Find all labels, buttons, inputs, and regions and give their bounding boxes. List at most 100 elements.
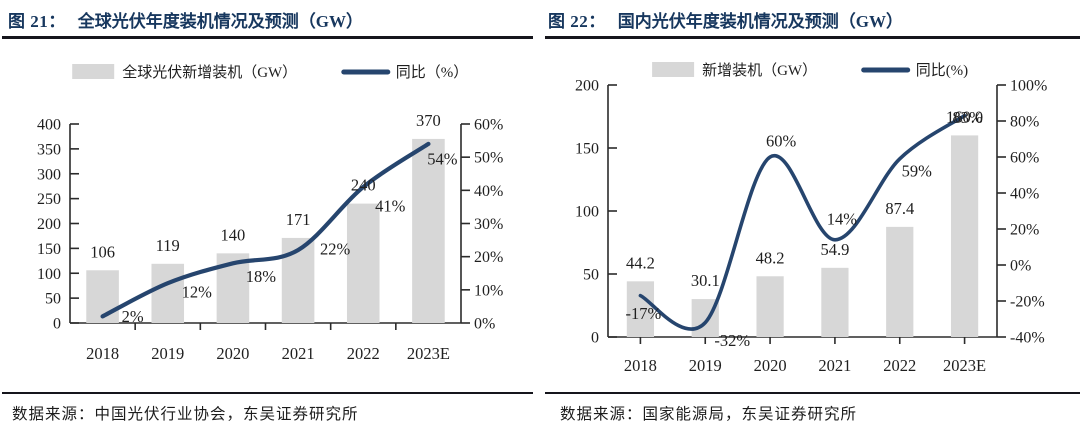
svg-text:0: 0 [591,330,599,347]
legend-line-label: 同比（%） [396,64,469,81]
svg-text:119: 119 [156,236,180,255]
bar [886,226,914,337]
legend-line-label: 同比(%) [916,62,969,79]
svg-text:50: 50 [45,291,61,308]
right-axis: 0% 10% 20% 30% 40% 50% 60% [460,117,503,333]
svg-text:2018: 2018 [624,356,657,375]
svg-text:2022: 2022 [883,356,916,375]
title-divider [545,36,1080,39]
svg-text:87.4: 87.4 [885,199,914,218]
figure-title-text: 全球光伏年度装机情况及预测（GW） [77,12,363,31]
svg-text:250: 250 [37,191,61,208]
svg-text:-40%: -40% [1010,330,1045,347]
svg-text:54%: 54% [427,149,458,168]
svg-text:30.1: 30.1 [691,271,720,290]
svg-text:83%: 83% [952,108,983,127]
left-axis: 0 50 100 150 200 [575,78,617,347]
legend-bar-swatch [72,64,115,79]
svg-text:0: 0 [53,316,61,333]
bar-value-labels: 106 119 140 171 240 370 [90,111,441,261]
svg-text:100%: 100% [1010,78,1047,95]
legend: 全球光伏新增装机（GW） 同比（%） [72,63,468,81]
svg-text:-20%: -20% [1010,294,1045,311]
title-divider [2,36,533,39]
svg-text:0%: 0% [474,316,495,333]
bar [151,263,185,323]
bar [346,203,380,323]
svg-text:22%: 22% [320,240,351,259]
x-axis: 2018 2019 2020 2021 2022 2023E [70,322,461,363]
bar [412,138,445,323]
right-axis: -40% -20% 0% 20% 40% 60% 80% 100% [996,78,1047,347]
legend-bar-swatch [652,62,695,77]
svg-text:40%: 40% [1010,186,1039,203]
svg-text:50%: 50% [474,150,503,167]
svg-text:30%: 30% [474,216,503,233]
svg-text:40%: 40% [474,183,503,200]
data-source: 数据来源：中国光伏行业协会，东吴证券研究所 [12,406,359,423]
bar [756,276,784,337]
bar [821,267,849,337]
svg-text:2021: 2021 [818,356,851,375]
svg-text:160.0: 160.0 [946,107,983,126]
svg-text:54.9: 54.9 [820,240,849,259]
legend: 新增装机（GW） 同比(%) [652,62,968,79]
svg-text:2021: 2021 [282,344,315,363]
svg-text:59%: 59% [902,161,933,180]
data-source: 数据来源：国家能源局，东吴证券研究所 [560,406,858,423]
svg-text:240: 240 [351,176,376,195]
svg-text:-17%: -17% [626,304,662,323]
svg-text:2022: 2022 [347,344,380,363]
svg-text:2023E: 2023E [407,344,450,363]
svg-text:18%: 18% [246,267,277,286]
global-pv-installation-chart: 全球光伏新增装机（GW） 同比（%） 0 50 100 150 200 250 300 350 40… [37,63,503,363]
legend-bar-label: 新增装机（GW） [702,62,817,79]
bar [950,135,979,337]
left-axis: 0 50 100 150 200 250 300 350 400 [37,117,79,333]
svg-text:350: 350 [37,141,61,158]
x-axis: 2018 2019 2020 2021 2022 2023E [608,336,997,375]
line-series [100,141,431,319]
svg-text:20%: 20% [474,249,503,266]
svg-text:80%: 80% [1010,114,1039,131]
source-divider [545,392,1080,394]
bar [626,281,655,337]
svg-text:400: 400 [37,117,61,134]
china-pv-installation-chart: 新增装机（GW） 同比(%) 0 50 100 150 200 -40% -20% 0% 20% 40… [575,62,1047,375]
svg-text:370: 370 [416,111,441,130]
svg-text:2023E: 2023E [943,356,986,375]
svg-text:48.2: 48.2 [756,248,785,267]
svg-text:200: 200 [37,216,61,233]
legend-bar-label: 全球光伏新增装机（GW） [122,63,297,81]
svg-text:0%: 0% [1010,258,1031,275]
svg-text:60%: 60% [766,132,797,151]
svg-text:10%: 10% [474,282,503,299]
svg-text:2018: 2018 [86,344,119,363]
svg-text:200: 200 [575,78,599,95]
svg-text:44.2: 44.2 [626,253,655,272]
line-value-labels: 2% 12% 18% 22% 41% 54% [122,149,458,325]
svg-text:140: 140 [221,225,246,244]
svg-text:2019: 2019 [689,356,722,375]
svg-text:150: 150 [575,141,599,158]
line-series [638,113,967,331]
svg-text:12%: 12% [182,283,213,302]
svg-text:-32%: -32% [714,331,750,350]
svg-text:60%: 60% [1010,150,1039,167]
svg-text:2020: 2020 [216,344,249,363]
svg-text:150: 150 [37,241,61,258]
svg-text:2019: 2019 [151,344,184,363]
svg-text:60%: 60% [474,117,503,134]
svg-text:20%: 20% [1010,222,1039,239]
svg-text:100: 100 [575,204,599,221]
figure-number: 图 22： [548,12,606,31]
svg-text:50: 50 [583,267,599,284]
svg-text:14%: 14% [827,209,858,228]
source-divider [2,392,533,394]
svg-text:100: 100 [37,266,61,283]
figure-21-panel: 图 21： 全球光伏年度装机情况及预测（GW） 全球光伏新增装机（GW） 同比（%）… [2,7,533,423]
svg-text:2020: 2020 [754,356,787,375]
svg-text:2%: 2% [122,307,144,326]
figure-21-title: 图 21： 全球光伏年度装机情况及预测（GW） [8,7,532,32]
